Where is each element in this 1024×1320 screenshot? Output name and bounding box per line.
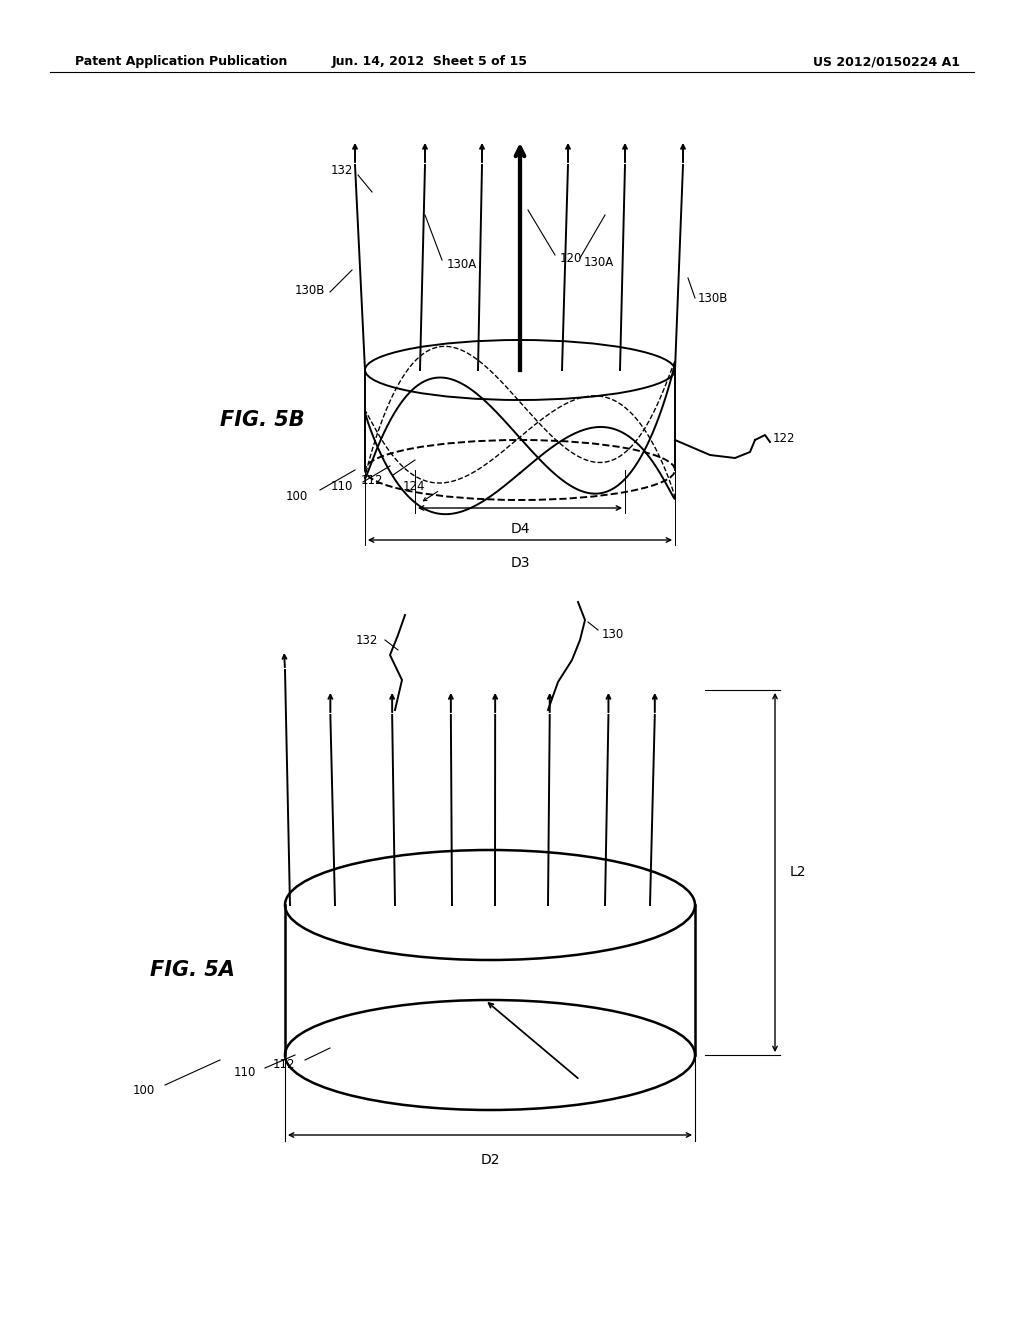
Text: 110: 110 — [331, 480, 353, 494]
Text: 130B: 130B — [698, 292, 728, 305]
Text: D4: D4 — [510, 521, 529, 536]
Text: 100: 100 — [286, 490, 308, 503]
Text: 124: 124 — [402, 479, 425, 492]
Text: 132: 132 — [355, 634, 378, 647]
Text: US 2012/0150224 A1: US 2012/0150224 A1 — [813, 55, 961, 69]
Text: 122: 122 — [773, 432, 796, 445]
Text: 132: 132 — [331, 164, 353, 177]
Text: D2: D2 — [480, 1152, 500, 1167]
Text: Patent Application Publication: Patent Application Publication — [75, 55, 288, 69]
Text: FIG. 5A: FIG. 5A — [150, 960, 234, 979]
Text: 100: 100 — [133, 1084, 155, 1097]
Text: 120: 120 — [560, 252, 583, 264]
Text: D3: D3 — [510, 556, 529, 570]
Text: Jun. 14, 2012  Sheet 5 of 15: Jun. 14, 2012 Sheet 5 of 15 — [332, 55, 528, 69]
Text: 112: 112 — [360, 474, 383, 487]
Text: 110: 110 — [233, 1067, 256, 1080]
Text: 130A: 130A — [584, 256, 614, 268]
Text: 130: 130 — [602, 628, 625, 642]
Text: FIG. 5B: FIG. 5B — [220, 411, 304, 430]
Text: L2: L2 — [790, 865, 807, 879]
Text: 112: 112 — [272, 1059, 295, 1072]
Text: 130A: 130A — [447, 257, 477, 271]
Text: 130B: 130B — [295, 284, 325, 297]
